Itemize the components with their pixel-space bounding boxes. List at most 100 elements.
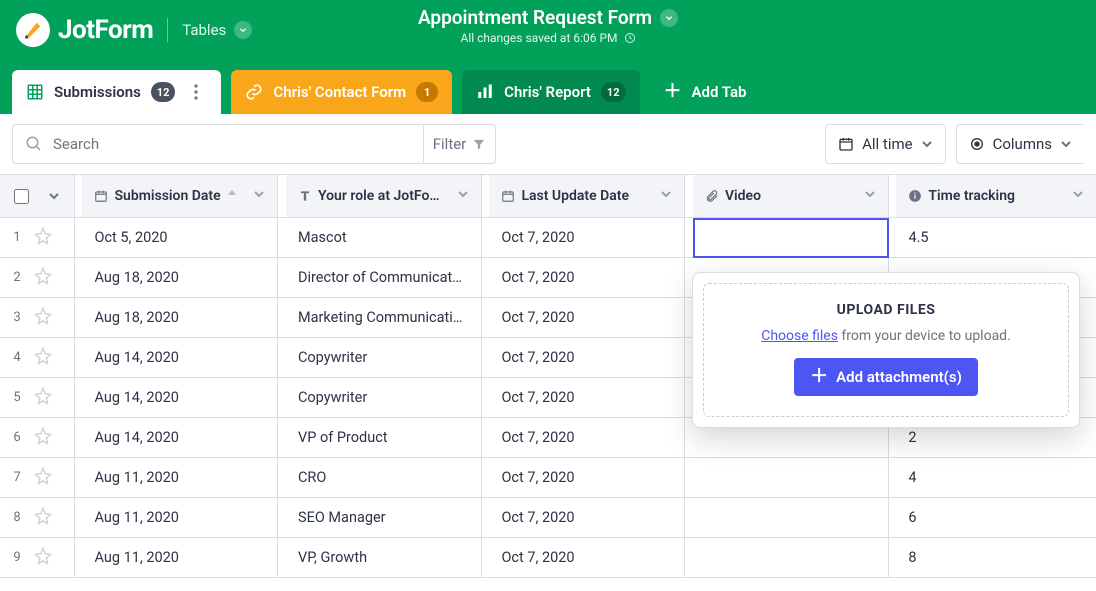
cell-submission-date[interactable]: Aug 11, 2020 [82,538,278,578]
chevron-down-icon[interactable] [1072,188,1084,204]
cell-submission-date[interactable]: Aug 14, 2020 [82,338,278,378]
cell-role[interactable]: SEO Manager [286,498,482,538]
star-icon[interactable] [34,507,52,529]
chevron-down-icon[interactable] [864,188,876,204]
cell-time[interactable]: 4 [896,458,1096,498]
cell-time[interactable]: 8 [896,538,1096,578]
cell-last-update[interactable]: Oct 7, 2020 [489,258,685,298]
cell-submission-date[interactable]: Aug 18, 2020 [82,258,278,298]
cell-video[interactable] [693,458,889,498]
row-gutter: 7 [0,458,75,498]
tab-label: Submissions [54,83,141,101]
cell-submission-date[interactable]: Oct 5, 2020 [82,218,278,258]
cell-video[interactable] [693,498,889,538]
tab-submissions[interactable]: Submissions 12 [12,70,221,114]
col-header-last-update[interactable]: Last Update Date [489,174,685,218]
col-header-role[interactable]: Your role at JotFo… [286,174,482,218]
date-range-button[interactable]: All time [825,124,945,164]
cell-last-update[interactable]: Oct 7, 2020 [489,298,685,338]
attachment-icon [705,189,719,203]
col-header-submission-date[interactable]: Submission Date [82,174,278,218]
filter-label: Filter [433,135,467,153]
history-icon[interactable] [624,32,636,44]
star-icon[interactable] [34,347,52,369]
star-icon[interactable] [34,547,52,569]
tables-label: Tables [182,21,226,39]
upload-instruction: Choose files from your device to upload. [720,328,1052,344]
row-gutter: 9 [0,538,75,578]
cell-submission-date[interactable]: Aug 18, 2020 [82,298,278,338]
tab-contact-form[interactable]: Chris' Contact Form 1 [231,70,452,114]
cell-role[interactable]: Marketing Communicati… [286,298,482,338]
chevron-down-icon[interactable] [457,188,469,204]
upload-dropzone[interactable]: UPLOAD FILES Choose files from your devi… [703,283,1069,417]
tab-menu-icon[interactable] [185,78,207,106]
cell-last-update[interactable]: Oct 7, 2020 [489,498,685,538]
col-label: Video [725,188,761,204]
chevron-down-icon[interactable] [660,188,672,204]
cell-video[interactable] [693,538,889,578]
cell-role[interactable]: VP, Growth [286,538,482,578]
cell-time[interactable]: 6 [896,498,1096,538]
tab-add[interactable]: ＋ Add Tab [650,70,761,114]
calendar-icon [501,189,515,203]
topbar: JotForm Tables Appointment Request Form … [0,0,1096,60]
cell-role[interactable]: Director of Communicat… [286,258,482,298]
cell-role[interactable]: Copywriter [286,378,482,418]
col-label: Your role at JotFo… [318,188,440,204]
cell-role[interactable]: Copywriter [286,338,482,378]
col-label: Time tracking [928,188,1015,204]
chevron-down-icon[interactable] [48,190,60,202]
search-box[interactable] [13,125,423,163]
cell-submission-date[interactable]: Aug 11, 2020 [82,458,278,498]
cell-last-update[interactable]: Oct 7, 2020 [489,218,685,258]
chevron-down-icon[interactable] [253,188,265,204]
tab-label: Chris' Report [504,83,591,101]
star-icon[interactable] [34,267,52,289]
add-attachment-button[interactable]: ＋ Add attachment(s) [794,358,978,396]
col-header-video[interactable]: Video [693,174,889,218]
cell-last-update[interactable]: Oct 7, 2020 [489,458,685,498]
cell-last-update[interactable]: Oct 7, 2020 [489,338,685,378]
table-row[interactable]: 1Oct 5, 2020MascotOct 7, 20204.5 [0,218,1096,258]
row-number: 9 [10,550,24,565]
star-icon[interactable] [34,307,52,329]
tab-label: Add Tab [692,83,747,101]
calendar-icon [94,189,108,203]
cell-video[interactable] [693,218,889,258]
choose-files-link[interactable]: Choose files [761,328,838,344]
star-icon[interactable] [34,227,52,249]
row-gutter: 2 [0,258,75,298]
star-icon[interactable] [34,387,52,409]
star-icon[interactable] [34,427,52,449]
cell-last-update[interactable]: Oct 7, 2020 [489,418,685,458]
tables-dropdown[interactable]: Tables [182,21,252,39]
page-title[interactable]: Appointment Request Form [418,6,652,29]
tab-report[interactable]: Chris' Report 12 [462,70,639,114]
table-row[interactable]: 7 Aug 11, 2020CROOct 7, 2020 4 [0,458,1096,498]
cell-last-update[interactable]: Oct 7, 2020 [489,378,685,418]
cell-role[interactable]: CRO [286,458,482,498]
cell-submission-date[interactable]: Aug 14, 2020 [82,378,278,418]
date-range-label: All time [862,135,912,153]
col-label: Submission Date [114,188,220,204]
search-input[interactable] [51,134,411,154]
row-number: 7 [10,470,24,485]
cell-role[interactable]: VP of Product [286,418,482,458]
cell-submission-date[interactable]: Aug 11, 2020 [82,498,278,538]
filter-icon [472,137,486,151]
cell-last-update[interactable]: Oct 7, 2020 [489,538,685,578]
table-row[interactable]: 9 Aug 11, 2020VP, GrowthOct 7, 2020 8 [0,538,1096,578]
cell-role[interactable]: Mascot [286,218,482,258]
brand-logo[interactable]: JotForm [16,13,153,47]
cell-submission-date[interactable]: Aug 14, 2020 [82,418,278,458]
columns-button[interactable]: Columns [956,124,1084,164]
select-all-checkbox[interactable] [14,189,29,204]
col-header-time[interactable]: Time tracking [896,174,1096,218]
row-number: 5 [10,390,24,405]
star-icon[interactable] [34,467,52,489]
table-row[interactable]: 8Aug 11, 2020SEO ManagerOct 7, 20206 [0,498,1096,538]
title-dropdown-icon[interactable] [660,9,678,27]
cell-time[interactable]: 4.5 [896,218,1096,258]
filter-button[interactable]: Filter [423,125,495,163]
